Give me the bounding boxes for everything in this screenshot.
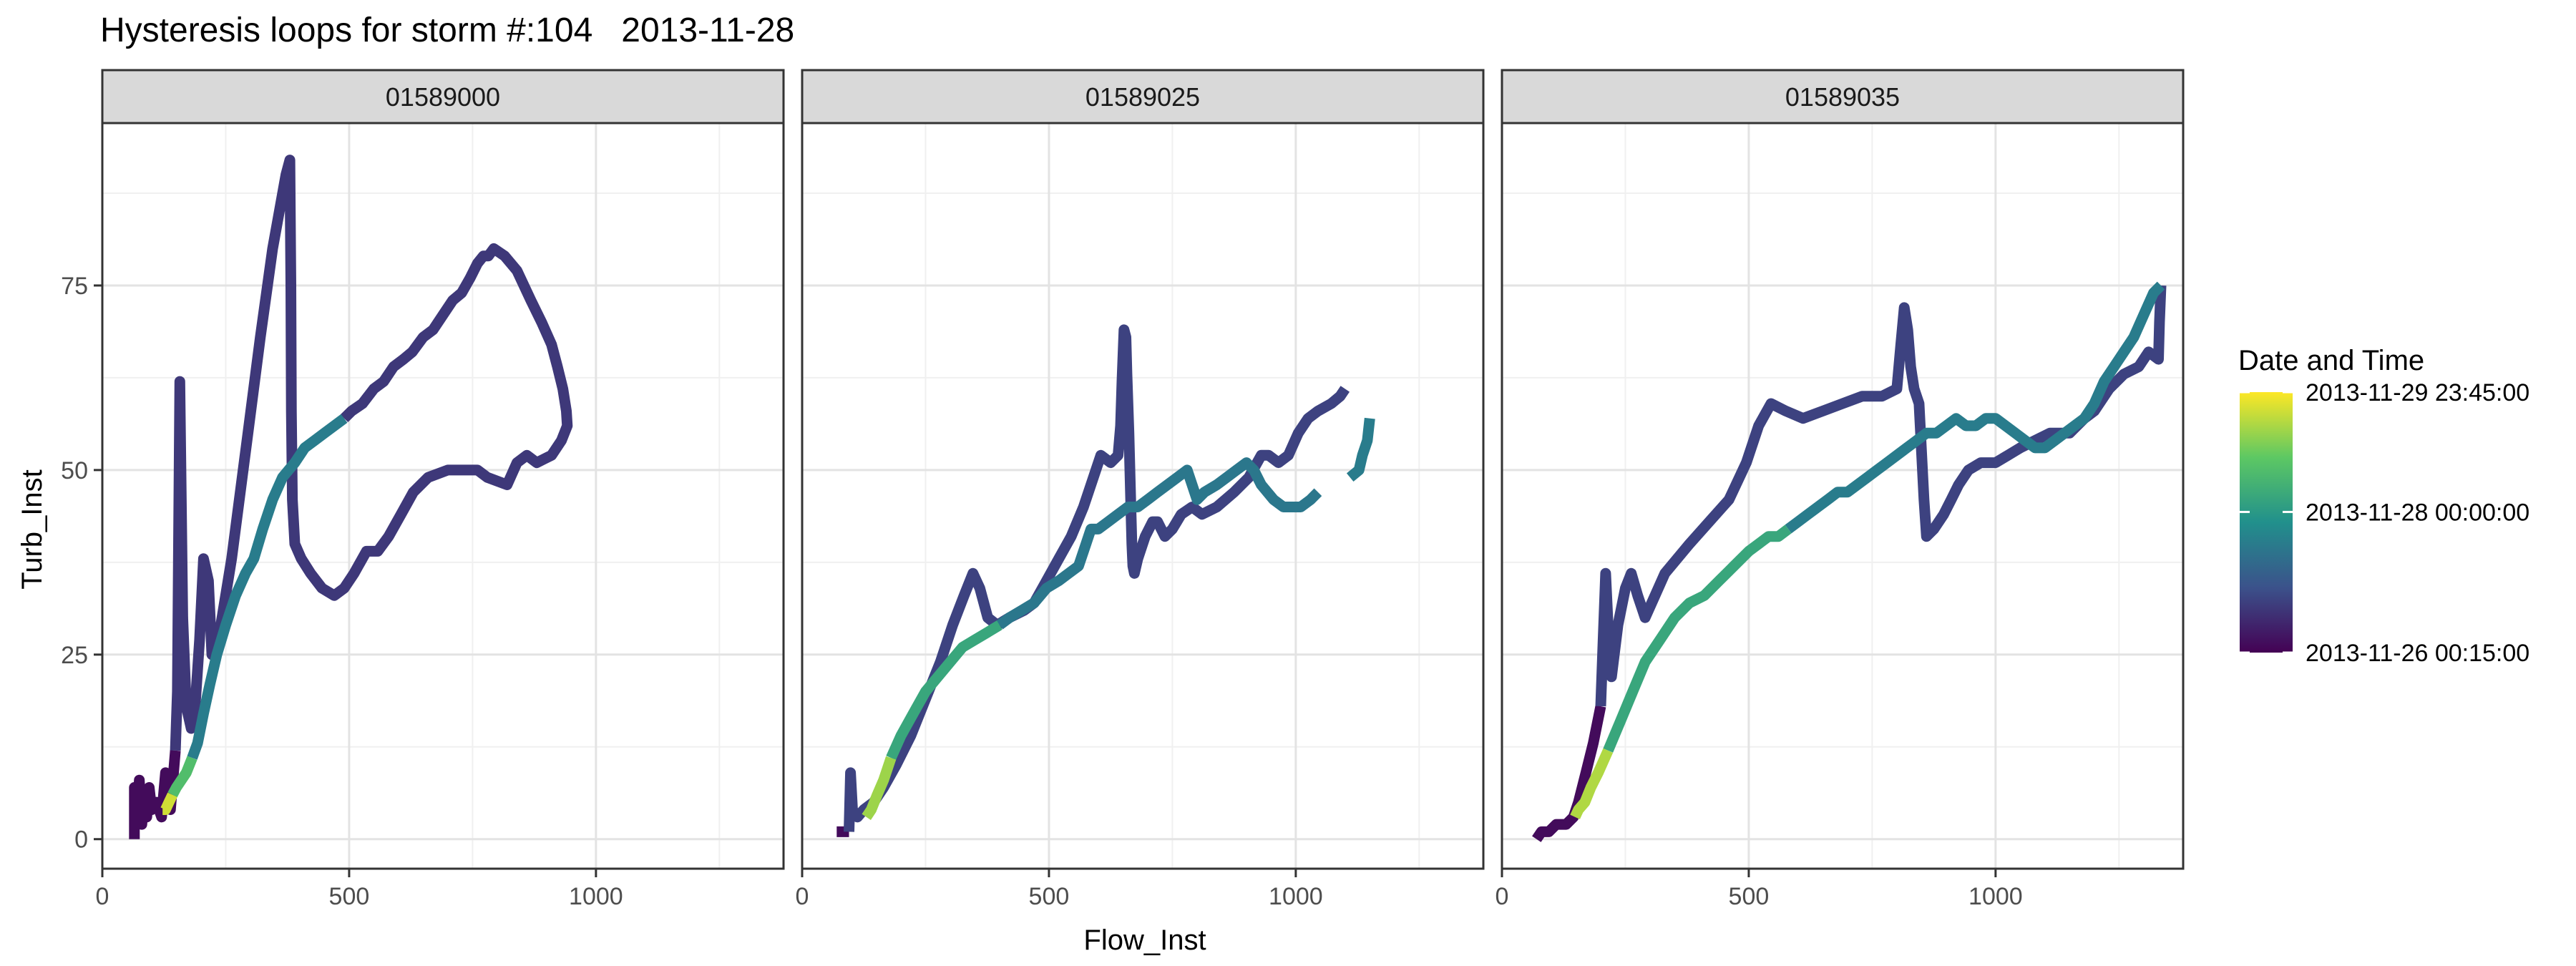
- hysteresis-line-segment: [167, 756, 197, 798]
- panel-strip-label: 01589000: [386, 82, 500, 112]
- chart-title: Hysteresis loops for storm #:104 2013-11…: [100, 11, 794, 49]
- x-tick-label: 500: [1029, 883, 1070, 910]
- panel-strip-label: 01589025: [1085, 82, 1200, 112]
- hysteresis-line-segment: [160, 792, 177, 815]
- legend-label: 2013-11-29 23:45:00: [2306, 379, 2529, 406]
- hysteresis-line-segment: [1346, 417, 1375, 482]
- hysteresis-line-segment: [886, 620, 1002, 761]
- x-tick-label: 500: [1729, 883, 1770, 910]
- x-axis-label: Flow_Inst: [1083, 924, 1206, 956]
- series-group: [835, 324, 1375, 837]
- panel-1: 01589000 0 500 1000 0 25 50 75: [61, 69, 785, 910]
- color-legend: Date and Time 2013-11-29 23:45:00 2013-11…: [2238, 345, 2529, 667]
- y-tick-label: 75: [61, 273, 88, 300]
- panel-strip: [1501, 69, 2185, 125]
- panel-2: 01589025 0 500 1000: [796, 69, 1485, 910]
- panel-strip: [801, 69, 1485, 125]
- legend-title: Date and Time: [2238, 345, 2424, 376]
- series-group: [129, 155, 573, 839]
- x-tick-label: 0: [1496, 883, 1509, 910]
- y-tick-label: 50: [61, 457, 88, 484]
- legend-label: 2013-11-26 00:15:00: [2306, 640, 2529, 667]
- hysteresis-line-segment: [129, 750, 181, 839]
- hysteresis-line-segment: [1785, 281, 2165, 534]
- hysteresis-line-segment: [1603, 525, 1792, 753]
- panel-strip: [101, 69, 785, 125]
- y-axis-label: Turb_Inst: [16, 469, 48, 589]
- legend-colorbar: [2240, 392, 2293, 653]
- y-tick-label: 25: [61, 642, 88, 669]
- hysteresis-line-segment: [862, 756, 897, 820]
- legend-label: 2013-11-28 00:00:00: [2306, 499, 2529, 526]
- x-tick-label: 1000: [1968, 883, 2023, 910]
- panel-3: 01589035 0 500 1000: [1496, 69, 2185, 910]
- panel-plot-area: [802, 123, 1483, 869]
- hysteresis-line-segment: [996, 457, 1322, 630]
- panel-strip-label: 01589035: [1785, 82, 1900, 112]
- y-tick-label: 0: [74, 826, 88, 854]
- hysteresis-line-segment: [1532, 705, 1606, 842]
- hysteresis-line-segment: [170, 155, 573, 751]
- x-tick-label: 500: [329, 883, 370, 910]
- x-tick-label: 1000: [569, 883, 623, 910]
- hysteresis-line-segment: [1570, 748, 1614, 819]
- hysteresis-line-segment: [187, 414, 348, 760]
- x-tick-label: 0: [796, 883, 809, 910]
- x-tick-label: 1000: [1269, 883, 1323, 910]
- panel-plot-area: [102, 123, 784, 869]
- x-tick-label: 0: [96, 883, 109, 910]
- series-group: [1532, 281, 2167, 842]
